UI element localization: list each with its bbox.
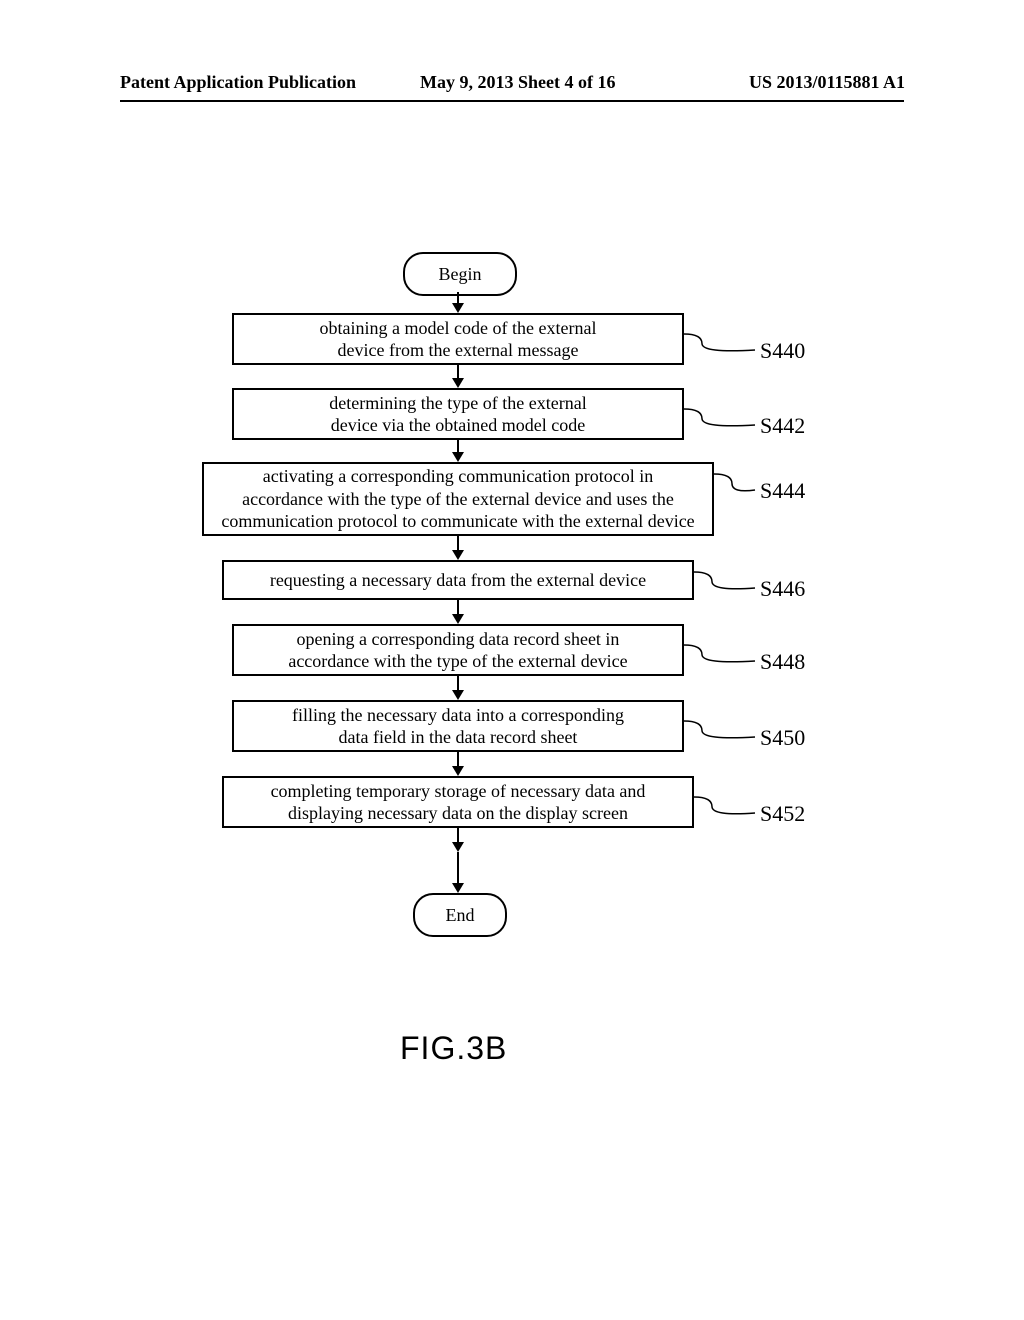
flow-arrow (448, 430, 468, 472)
flow-arrow (448, 355, 468, 398)
flow-arrow (448, 526, 468, 570)
step-label-s448: S448 (760, 649, 805, 675)
figure-caption: FIG.3B (400, 1030, 507, 1067)
step-box-s444: activating a corresponding communication… (202, 462, 714, 536)
flow-arrow (448, 590, 468, 634)
step-label-s452: S452 (760, 801, 805, 827)
flowchart: Beginobtaining a model code of the exter… (0, 0, 1024, 1320)
flow-arrow (448, 742, 468, 786)
step-label-s442: S442 (760, 413, 805, 439)
flow-arrow (448, 666, 468, 710)
step-label-s446: S446 (760, 576, 805, 602)
step-label-s450: S450 (760, 725, 805, 751)
step-label-s440: S440 (760, 338, 805, 364)
page-root: Patent Application Publication May 9, 20… (0, 0, 1024, 1320)
flow-arrow (448, 282, 468, 323)
step-label-s444: S444 (760, 478, 805, 504)
flow-arrow (448, 842, 468, 903)
